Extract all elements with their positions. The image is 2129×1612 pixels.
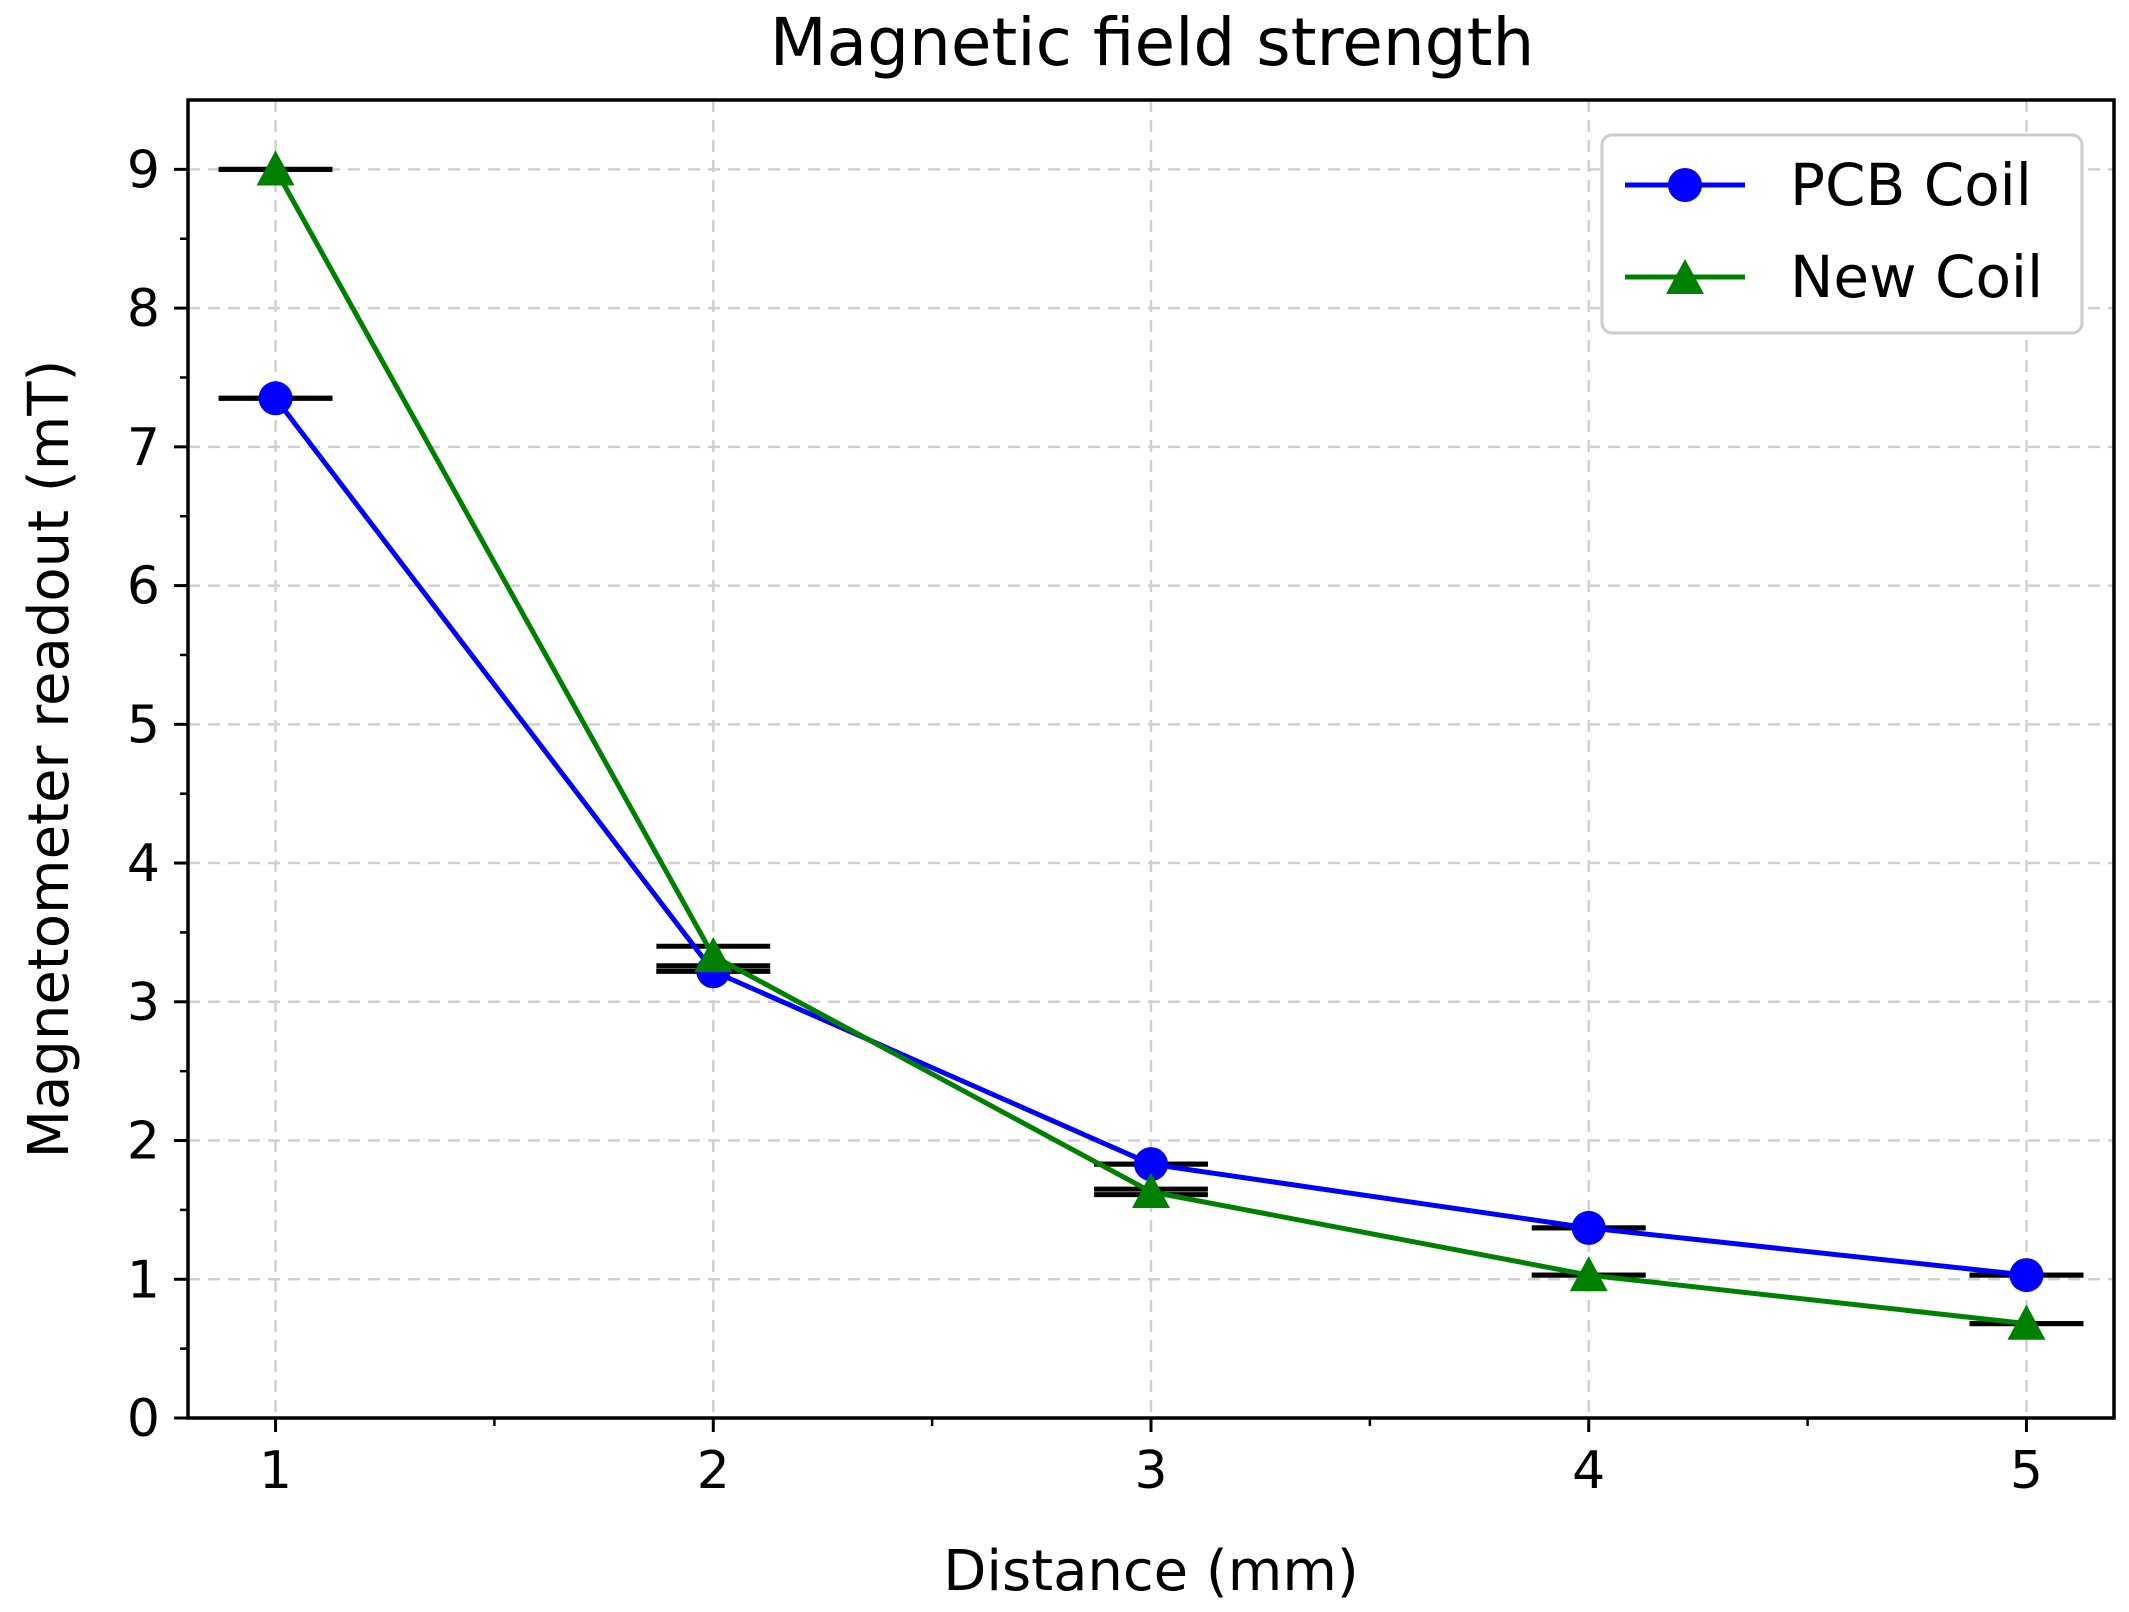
point-new-coil xyxy=(2007,1304,2046,1340)
legend-marker-pcb-coil xyxy=(1668,168,1702,202)
x-tick-label: 1 xyxy=(259,1441,292,1501)
point-new-coil xyxy=(1132,1172,1170,1209)
legend-label-pcb-coil: PCB Coil xyxy=(1790,151,2032,219)
point-pcb-coil xyxy=(1571,1210,1606,1245)
y-tick-label: 3 xyxy=(127,973,160,1033)
series-layer xyxy=(218,150,2084,1340)
x-axis-label: Distance (mm) xyxy=(943,1539,1358,1604)
point-new-coil xyxy=(256,150,295,186)
tick-layer: 1 2 3 4 5 0 1 2 3 4 5 6 7 8 9 xyxy=(127,140,2043,1501)
x-tick-label: 2 xyxy=(697,1441,730,1501)
chart-title: Magnetic field strength xyxy=(770,4,1535,81)
point-pcb-coil xyxy=(258,381,293,416)
y-tick-label: 8 xyxy=(127,279,160,339)
y-tick-label: 6 xyxy=(127,557,160,617)
legend-label-new-coil: New Coil xyxy=(1790,243,2043,311)
legend-marker-new-coil xyxy=(1666,259,1704,294)
point-pcb-coil xyxy=(2009,1258,2044,1293)
y-tick-label: 1 xyxy=(127,1250,160,1310)
y-tick-label: 4 xyxy=(127,834,160,894)
y-tick-label: 9 xyxy=(127,140,160,200)
x-tick-label: 4 xyxy=(1572,1441,1605,1501)
point-new-coil xyxy=(1569,1256,1608,1292)
y-tick-label: 5 xyxy=(127,695,160,755)
point-new-coil xyxy=(694,937,733,973)
legend: PCB Coil New Coil xyxy=(1600,133,2084,335)
x-tick-label: 3 xyxy=(1134,1441,1167,1501)
point-pcb-coil xyxy=(1134,1147,1168,1182)
y-tick-label: 0 xyxy=(127,1389,160,1449)
y-tick-label: 2 xyxy=(127,1112,160,1172)
y-tick-label: 7 xyxy=(127,418,160,478)
y-axis-label: Magnetometer readout (mT) xyxy=(17,360,82,1159)
x-tick-label: 5 xyxy=(2010,1441,2043,1501)
